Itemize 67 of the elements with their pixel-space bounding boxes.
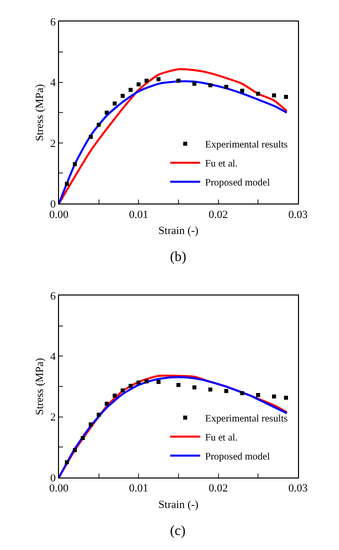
point xyxy=(240,88,244,93)
x-axis-title: Strain (-) xyxy=(158,224,199,237)
point xyxy=(284,396,288,400)
y-tick-label: 2 xyxy=(50,138,56,150)
y-tick-label: 0 xyxy=(50,472,56,484)
point xyxy=(240,391,244,396)
x-tick-label: 0.02 xyxy=(208,482,228,495)
legend-label: Proposed model xyxy=(205,452,270,463)
point xyxy=(136,380,141,385)
y-tick-label: 2 xyxy=(50,412,56,424)
point xyxy=(176,382,180,387)
point xyxy=(192,82,196,86)
point xyxy=(120,94,125,98)
x-tick-label: 0.00 xyxy=(49,208,70,221)
point xyxy=(112,102,117,106)
y-tick-label: 4 xyxy=(50,77,56,90)
point xyxy=(192,385,196,390)
legend-label: Proposed model xyxy=(205,178,270,189)
x-tick-label: 0.00 xyxy=(49,482,70,495)
x-tick-label: 0.03 xyxy=(288,482,308,495)
y-axis-title: Stress (MPa) xyxy=(34,84,46,142)
point xyxy=(64,460,69,464)
legend-label: Fu et al. xyxy=(205,158,238,170)
point xyxy=(104,402,109,406)
point xyxy=(96,412,101,417)
point xyxy=(136,82,141,86)
x-tick-label: 0.03 xyxy=(288,208,308,221)
point xyxy=(112,394,117,398)
x-axis-title: Strain (-) xyxy=(158,498,199,511)
point xyxy=(208,83,212,88)
point xyxy=(72,162,77,166)
point xyxy=(176,78,180,83)
legend-label: Experimental results xyxy=(205,414,288,425)
point xyxy=(156,380,161,384)
x-tick-label: 0.02 xyxy=(208,208,228,221)
point xyxy=(80,436,85,440)
point xyxy=(208,388,212,392)
point xyxy=(256,92,260,96)
point xyxy=(272,93,276,98)
x-tick-label: 0.01 xyxy=(128,482,148,495)
text: (c) xyxy=(170,524,186,539)
point xyxy=(104,110,109,115)
legend-label: Fu et al. xyxy=(205,432,238,444)
point xyxy=(72,448,77,452)
y-tick-label: 6 xyxy=(50,16,56,28)
point xyxy=(256,392,260,397)
point xyxy=(144,379,149,384)
point xyxy=(156,77,161,82)
y-tick-label: 6 xyxy=(50,290,56,302)
point xyxy=(64,182,69,186)
y-tick-label: 4 xyxy=(50,351,56,364)
point xyxy=(128,88,133,92)
point xyxy=(120,388,125,392)
point xyxy=(88,134,93,139)
point xyxy=(272,394,276,398)
point xyxy=(96,122,101,127)
text: (b) xyxy=(170,250,187,265)
x-tick-label: 0.01 xyxy=(128,208,148,221)
point xyxy=(224,84,228,89)
y-axis-title: Stress (MPa) xyxy=(34,358,46,416)
point xyxy=(224,389,228,394)
point xyxy=(284,94,288,99)
legend-label: Experimental results xyxy=(205,140,288,151)
y-tick-label: 0 xyxy=(50,198,56,210)
point xyxy=(144,78,149,83)
point xyxy=(128,384,133,388)
point xyxy=(88,422,93,426)
